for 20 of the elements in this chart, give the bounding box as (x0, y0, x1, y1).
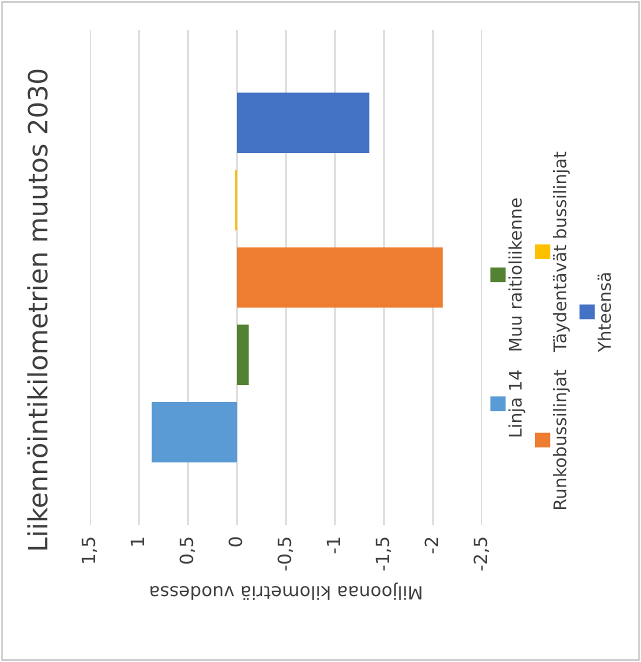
legend-label: Runkobussilinjat (552, 370, 570, 509)
text: Liikennöintikilometrien muutos 2030 (27, 70, 48, 550)
legend-label: Yhteensä (598, 273, 612, 352)
x-tick-label: 0 (228, 537, 242, 546)
bar (152, 402, 237, 462)
x-axis-title: Miljoonaa kilometriä vuodessa (150, 582, 422, 600)
x-tick-label: 1,5 (82, 538, 98, 563)
bar (237, 92, 370, 153)
legend-label: Täydentävät bussilinjat (552, 152, 570, 352)
legend-label: Linja 14 (508, 370, 526, 436)
x-tick-label: -2 (424, 538, 438, 554)
legend-label: Muu raitioliikenne (508, 198, 522, 350)
bar (237, 324, 249, 386)
x-tick-label: -1 (326, 538, 340, 554)
x-tick-label: -2,5 (474, 538, 490, 570)
bar (237, 247, 443, 308)
x-tick-label: -1,5 (376, 538, 392, 570)
x-tick-label: -0,5 (278, 538, 294, 570)
x-tick-label: 1 (130, 538, 144, 546)
x-tick-label: 0,5 (180, 538, 196, 564)
